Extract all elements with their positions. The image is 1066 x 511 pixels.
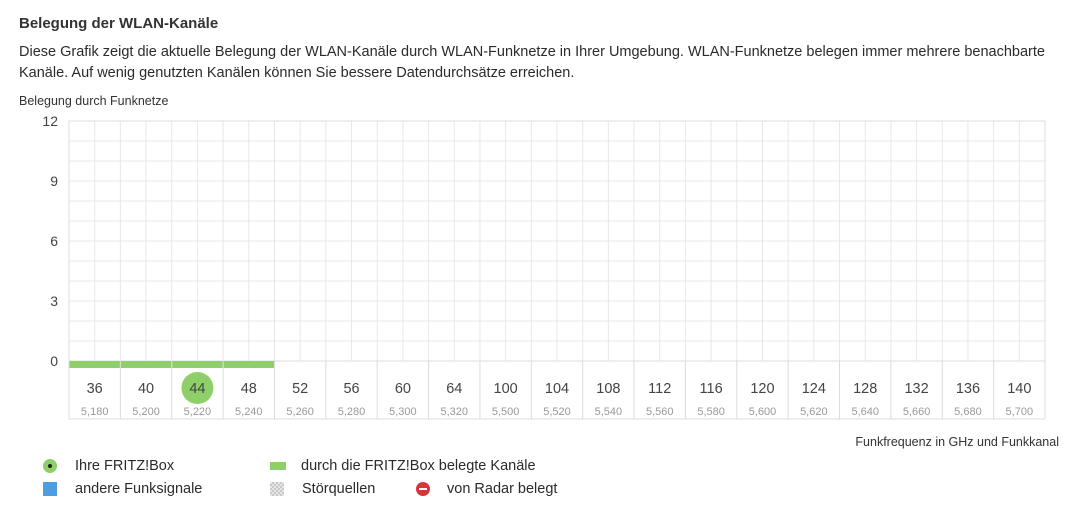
no-entry-icon: [416, 482, 430, 496]
fritzbox-occupied-bar: [223, 361, 274, 368]
legend-label-other-signals: andere Funksignale: [75, 481, 203, 497]
section-description: Diese Grafik zeigt die aktuelle Belegung…: [19, 44, 1045, 81]
frequency-tick-label: 5,580: [697, 406, 725, 418]
frequency-tick-label: 5,500: [492, 406, 520, 418]
legend-item-fritzbox-channels: durch die FRITZ!Box belegte Kanäle: [270, 458, 536, 474]
channel-tick-label: 108: [596, 381, 620, 397]
legend-item-other-signals: andere Funksignale: [43, 481, 202, 497]
channel-tick-label: 104: [545, 381, 569, 397]
frequency-tick-label: 5,240: [235, 406, 263, 418]
x-axis-label: Funkfrequenz in GHz und Funkkanal: [855, 435, 1059, 449]
section-title: Belegung der WLAN-Kanäle: [19, 15, 219, 32]
green-bar-icon: [270, 462, 286, 470]
legend-label-radar: von Radar belegt: [447, 481, 558, 497]
channel-tick-label: 124: [802, 381, 826, 397]
legend-label-fritzbox-channels: durch die FRITZ!Box belegte Kanäle: [301, 458, 536, 474]
checker-pattern-icon: [270, 482, 284, 496]
channel-tick-label: 116: [700, 381, 723, 397]
frequency-tick-label: 5,260: [286, 406, 314, 418]
frequency-tick-label: 5,180: [81, 406, 109, 418]
channel-tick-label: 112: [648, 381, 671, 397]
channel-tick-label: 132: [904, 381, 928, 397]
channel-tick-label: 52: [292, 381, 308, 397]
y-tick-label: 6: [50, 233, 58, 249]
y-tick-label: 3: [50, 293, 58, 309]
channel-tick-label: 60: [395, 381, 411, 397]
fritzbox-channel-marker: [181, 372, 214, 404]
channel-tick-label: 64: [446, 381, 462, 397]
fritzbox-occupied-bar: [120, 361, 172, 368]
frequency-tick-label: 5,540: [595, 406, 623, 418]
channel-tick-label: 120: [750, 381, 774, 397]
fritzbox-marker-icon: [43, 459, 57, 473]
frequency-tick-label: 5,660: [903, 406, 931, 418]
channel-tick-label: 56: [343, 381, 359, 397]
legend-item-interference: Störquellen: [270, 481, 375, 497]
channel-tick-label: 136: [956, 381, 980, 397]
frequency-tick-label: 5,200: [132, 406, 160, 418]
channel-tick-label: 140: [1007, 381, 1031, 397]
channel-tick-label: 36: [87, 381, 103, 397]
legend-item-radar: von Radar belegt: [416, 481, 557, 497]
fritzbox-occupied-bar: [69, 361, 120, 368]
channel-tick-label: 40: [138, 381, 154, 397]
frequency-tick-label: 5,300: [389, 406, 417, 418]
y-tick-label: 0: [50, 353, 58, 369]
blue-square-icon: [43, 482, 57, 496]
frequency-tick-label: 5,220: [184, 406, 212, 418]
channel-tick-label: 100: [494, 381, 518, 397]
frequency-tick-label: 5,560: [646, 406, 674, 418]
frequency-tick-label: 5,280: [338, 406, 366, 418]
legend-label-interference: Störquellen: [302, 481, 376, 497]
channel-tick-label: 128: [853, 381, 877, 397]
y-tick-label: 9: [50, 173, 58, 189]
frequency-tick-label: 5,620: [800, 406, 828, 418]
y-tick-label: 12: [42, 113, 58, 129]
frequency-tick-label: 5,700: [1006, 406, 1034, 418]
channel-tick-label: 48: [241, 381, 257, 397]
frequency-tick-label: 5,680: [954, 406, 982, 418]
frequency-tick-label: 5,640: [851, 406, 879, 418]
channel-tick-label: 44: [189, 381, 205, 397]
y-axis-label: Belegung durch Funknetze: [19, 94, 169, 108]
legend-item-fritzbox: Ihre FRITZ!Box: [43, 458, 174, 474]
channel-occupancy-chart: 036912365,180405,200445,220485,240525,26…: [42, 113, 1046, 420]
frequency-tick-label: 5,520: [543, 406, 571, 418]
fritzbox-occupied-bar: [172, 361, 223, 368]
legend-label-fritzbox: Ihre FRITZ!Box: [75, 458, 175, 474]
frequency-tick-label: 5,600: [749, 406, 777, 418]
frequency-tick-label: 5,320: [440, 406, 468, 418]
